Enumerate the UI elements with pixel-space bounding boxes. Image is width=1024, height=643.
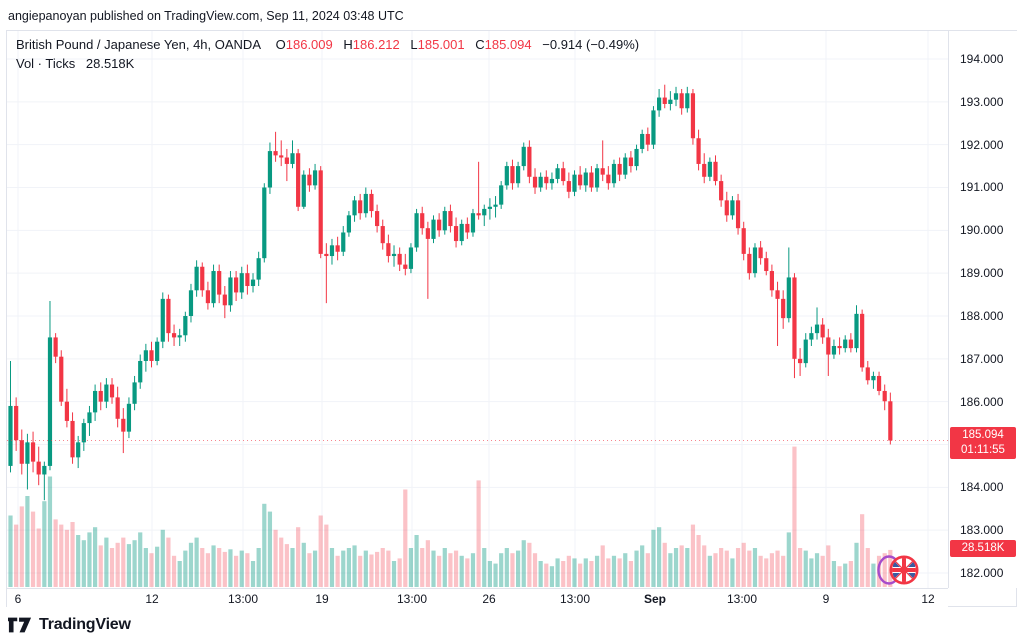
volume-series bbox=[8, 446, 893, 587]
low-label: L bbox=[410, 37, 418, 52]
gbp-jpy-flag-sticker-icon bbox=[877, 555, 919, 585]
candlestick-chart[interactable] bbox=[7, 31, 948, 588]
footer-brand-label: TradingView bbox=[39, 616, 131, 633]
published-byline: angiepanoyan published on TradingView.co… bbox=[8, 9, 404, 23]
high-label: H bbox=[343, 37, 353, 52]
price-tick-label: 193.000 bbox=[960, 94, 1004, 109]
time-tick-label: 26 bbox=[482, 592, 496, 606]
tradingview-logo-icon bbox=[8, 617, 32, 633]
time-tick-label: 9 bbox=[822, 592, 830, 606]
price-tick-label: 183.000 bbox=[960, 523, 1004, 538]
time-tick-label: 13:00 bbox=[726, 592, 758, 606]
time-tick-label: 12 bbox=[145, 592, 159, 606]
symbol-title[interactable]: British Pound / Japanese Yen, 4h, OANDA bbox=[16, 37, 261, 52]
time-scale[interactable]: 6 12 13:00 19 13:00 26 13:00 Sep 13:00 9 12 bbox=[7, 588, 948, 607]
chart-legend: British Pound / Japanese Yen, 4h, OANDA … bbox=[16, 36, 639, 72]
last-price-badge: 185.094 01:11:55 bbox=[950, 427, 1016, 460]
candles-series bbox=[8, 84, 893, 501]
footer-brand[interactable]: TradingView bbox=[8, 616, 131, 634]
close-value: 185.094 bbox=[484, 37, 532, 52]
change-value: −0.914 (−0.49%) bbox=[542, 37, 640, 52]
time-tick-label: 6 bbox=[14, 592, 22, 606]
last-price-value: 185.094 bbox=[962, 429, 1004, 442]
open-value: 186.009 bbox=[285, 37, 333, 52]
time-tick-label: Sep bbox=[643, 592, 666, 606]
price-tick-label: 194.000 bbox=[960, 52, 1004, 66]
open-label: O bbox=[275, 37, 286, 52]
price-tick-label: 192.000 bbox=[960, 137, 1004, 152]
low-value: 185.001 bbox=[417, 37, 465, 52]
volume-indicator-value: 28.518K bbox=[85, 56, 135, 71]
price-tick-label: 191.000 bbox=[960, 180, 1004, 195]
price-tick-label: 188.000 bbox=[960, 308, 1004, 323]
time-tick-label: 13:00 bbox=[227, 592, 259, 606]
high-value: 186.212 bbox=[352, 37, 400, 52]
volume-badge: 28.518K bbox=[950, 539, 1016, 557]
close-label: C bbox=[475, 37, 485, 52]
price-tick-label: 182.000 bbox=[960, 565, 1004, 580]
price-tick-label: 184.000 bbox=[960, 480, 1004, 495]
volume-indicator-label[interactable]: Vol · Ticks bbox=[16, 56, 76, 71]
price-tick-label: 187.000 bbox=[960, 351, 1004, 366]
bar-countdown: 01:11:55 bbox=[961, 444, 1005, 457]
time-tick-label: 19 bbox=[315, 592, 329, 606]
price-tick-label: 186.000 bbox=[960, 394, 1004, 409]
time-tick-label: 12 bbox=[921, 592, 935, 606]
price-tick-label: 190.000 bbox=[960, 223, 1004, 238]
time-tick-label: 13:00 bbox=[396, 592, 428, 606]
price-scale[interactable]: 185.094 01:11:55 28.518K 194.000 193.000 1… bbox=[948, 31, 1017, 588]
price-tick-label: 189.000 bbox=[960, 266, 1004, 281]
time-tick-label: 13:00 bbox=[559, 592, 591, 606]
